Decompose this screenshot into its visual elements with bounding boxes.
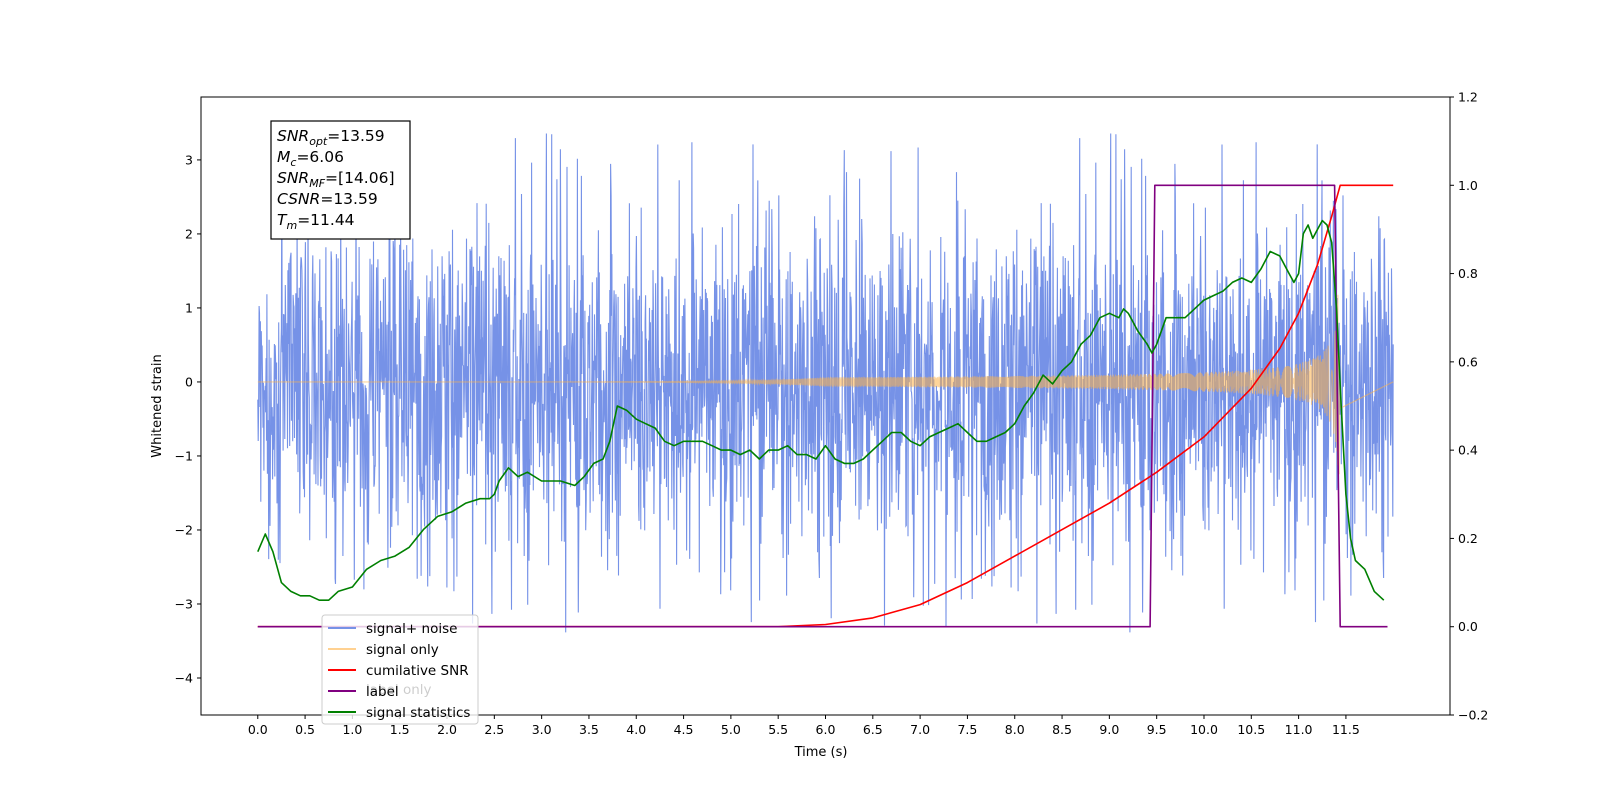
legend: label only signal+ noise signal only cumil… — [321, 614, 479, 725]
x-tick-label: 8.5 — [1052, 722, 1072, 737]
y-tick-label: −1 — [175, 448, 193, 463]
signal-only-series — [257, 294, 1394, 481]
y2-tick-label: 1.2 — [1458, 90, 1478, 105]
x-tick-label: 2.0 — [437, 722, 457, 737]
y2-tick-label: 0.0 — [1458, 619, 1478, 634]
x-tick-label: 1.0 — [342, 722, 362, 737]
y-tick-label: −3 — [175, 596, 193, 611]
annotation-line: SNRopt=13.59 — [277, 127, 385, 148]
label-line — [257, 184, 1388, 628]
legend-label-label: label — [366, 684, 399, 700]
x-tick-label: 0.0 — [248, 722, 268, 737]
x-tick-label: 10.0 — [1190, 722, 1218, 737]
x-tick-label: 7.0 — [910, 722, 930, 737]
y-axis-left-ticks: −4 −3 −2 −1 0 1 2 3 — [175, 152, 201, 685]
y2-tick-label: 0.8 — [1458, 266, 1478, 281]
y2-tick-label: 0.4 — [1458, 443, 1478, 458]
annotation-line: SNRMF=[14.06] — [277, 169, 395, 190]
y-tick-label: −4 — [175, 670, 193, 685]
legend-label-signal-noise: signal+ noise — [366, 621, 457, 637]
y-tick-label: 0 — [185, 374, 193, 389]
x-tick-label: 6.0 — [816, 722, 836, 737]
y-axis-label: Whitened strain — [150, 354, 165, 457]
legend-partial-entry: label only — [366, 682, 432, 698]
signal-only-line — [257, 294, 1394, 481]
x-tick-label: 6.5 — [863, 722, 883, 737]
x-tick-label: 7.5 — [957, 722, 977, 737]
x-tick-label: 11.5 — [1332, 722, 1360, 737]
x-tick-label: 2.5 — [484, 722, 504, 737]
x-tick-label: 8.0 — [1005, 722, 1025, 737]
x-tick-label: 4.5 — [674, 722, 694, 737]
x-tick-label: 1.5 — [390, 722, 410, 737]
y2-tick-label: 0.6 — [1458, 354, 1478, 369]
x-tick-label: 3.5 — [579, 722, 599, 737]
y-tick-label: 1 — [185, 300, 193, 315]
x-tick-label: 4.0 — [626, 722, 646, 737]
x-tick-label: 5.0 — [721, 722, 741, 737]
y-tick-label: −2 — [175, 522, 193, 537]
x-tick-label: 3.0 — [532, 722, 552, 737]
y-tick-label: 2 — [185, 226, 193, 241]
x-tick-label: 9.5 — [1147, 722, 1167, 737]
x-axis-ticks: 0.0 0.5 1.0 1.5 2.0 2.5 3.0 3.5 4.0 4.5 5.0 5.5 6.0 6… — [248, 715, 1360, 737]
x-tick-label: 11.0 — [1285, 722, 1313, 737]
x-tick-label: 5.5 — [768, 722, 788, 737]
signal-noise-line — [257, 133, 1394, 633]
signal-statistics-line — [257, 219, 1385, 602]
legend-label-signal-only: signal only — [366, 642, 439, 658]
y-tick-label: 3 — [185, 152, 193, 167]
right-axis-series — [257, 184, 1394, 628]
y2-tick-label: −0.2 — [1458, 708, 1488, 723]
x-tick-label: 9.0 — [1099, 722, 1119, 737]
annotation-line: Tm=11.44 — [277, 211, 355, 232]
stats-annotation: SNRopt=13.59Mc=6.06SNRMF=[14.06]CSNR=13.… — [270, 120, 411, 240]
legend-label-cumilative-snr: cumilative SNR — [366, 663, 469, 679]
y2-tick-label: 0.2 — [1458, 531, 1478, 546]
x-axis-label: Time (s) — [794, 745, 848, 760]
signal-noise-series — [257, 133, 1394, 633]
x-tick-label: 10.5 — [1237, 722, 1265, 737]
legend-label-signal-statistics: signal statistics — [366, 705, 470, 721]
cumilative-snr-line — [257, 184, 1394, 628]
y2-tick-label: 1.0 — [1458, 178, 1478, 193]
y-axis-right-ticks: −0.2 0.0 0.2 0.4 0.6 0.8 1.0 1.2 — [1450, 90, 1488, 723]
x-tick-label: 0.5 — [295, 722, 315, 737]
annotation-line: CSNR=13.59 — [277, 190, 378, 208]
annotation-line: Mc=6.06 — [277, 148, 344, 169]
